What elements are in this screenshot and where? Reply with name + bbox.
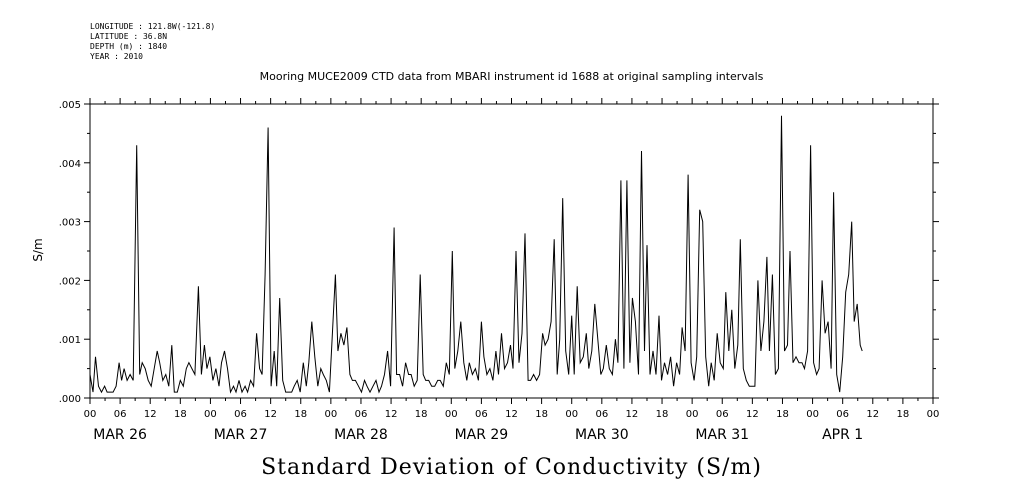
date-label: MAR 26 <box>93 427 147 443</box>
x-tick-label: 06 <box>355 409 368 420</box>
y-tick-label: .003 <box>59 218 81 229</box>
x-tick-label: 06 <box>836 409 849 420</box>
date-label: APR 1 <box>822 427 863 443</box>
x-tick-label: 18 <box>535 409 548 420</box>
year-text: YEAR : 2010 <box>90 52 143 61</box>
x-tick-label: 00 <box>565 409 578 420</box>
axis-tick-labels: .000 .001 .002 .003 .004 .005 00 06 12 18 00 06 12 18… <box>59 100 940 443</box>
x-tick-label: 00 <box>324 409 337 420</box>
series-layer <box>89 115 863 394</box>
latitude-text: LATITUDE : 36.8N <box>90 32 168 41</box>
axis-ticks <box>84 98 939 404</box>
x-tick-label: 06 <box>716 409 729 420</box>
x-tick-label: 00 <box>806 409 819 420</box>
x-tick-label: 00 <box>927 409 940 420</box>
x-tick-label: 06 <box>234 409 247 420</box>
x-tick-label: 00 <box>204 409 217 420</box>
x-tick-label: 00 <box>84 409 97 420</box>
longitude-text: LONGITUDE : 121.8W(-121.8) <box>90 22 216 31</box>
x-tick-label: 18 <box>415 409 428 420</box>
y-tick-label: .002 <box>59 276 81 287</box>
x-tick-label: 12 <box>144 409 157 420</box>
y-tick-label: .005 <box>59 100 81 111</box>
x-tick-label: 12 <box>264 409 277 420</box>
x-tick-label: 12 <box>866 409 879 420</box>
x-tick-label: 12 <box>746 409 759 420</box>
x-tick-label: 12 <box>505 409 518 420</box>
y-tick-label: .004 <box>59 159 81 170</box>
x-tick-label: 18 <box>174 409 187 420</box>
date-label: MAR 30 <box>575 427 629 443</box>
date-label: MAR 31 <box>695 427 749 443</box>
x-tick-label: 06 <box>595 409 608 420</box>
y-tick-label: .000 <box>59 394 81 405</box>
x-tick-label: 06 <box>114 409 127 420</box>
x-tick-label: 18 <box>776 409 789 420</box>
x-axis-label: Standard Deviation of Conductivity (S/m) <box>261 455 762 480</box>
date-label: MAR 28 <box>334 427 388 443</box>
x-tick-label: 00 <box>445 409 458 420</box>
series-line <box>89 115 863 394</box>
x-tick-label: 18 <box>294 409 307 420</box>
y-tick-label: .001 <box>59 335 81 346</box>
x-tick-label: 12 <box>626 409 639 420</box>
x-tick-label: 18 <box>897 409 910 420</box>
x-tick-label: 12 <box>385 409 398 420</box>
depth-text: DEPTH (m) : 1840 <box>90 42 168 51</box>
date-label: MAR 29 <box>455 427 509 443</box>
chart-title: Mooring MUCE2009 CTD data from MBARI ins… <box>259 70 764 83</box>
plot-frame <box>89 103 934 399</box>
x-tick-label: 06 <box>475 409 488 420</box>
x-tick-label: 00 <box>686 409 699 420</box>
x-tick-label: 18 <box>656 409 669 420</box>
metadata-block: LONGITUDE : 121.8W(-121.8) LATITUDE : 36… <box>90 22 215 62</box>
date-label: MAR 27 <box>214 427 268 443</box>
